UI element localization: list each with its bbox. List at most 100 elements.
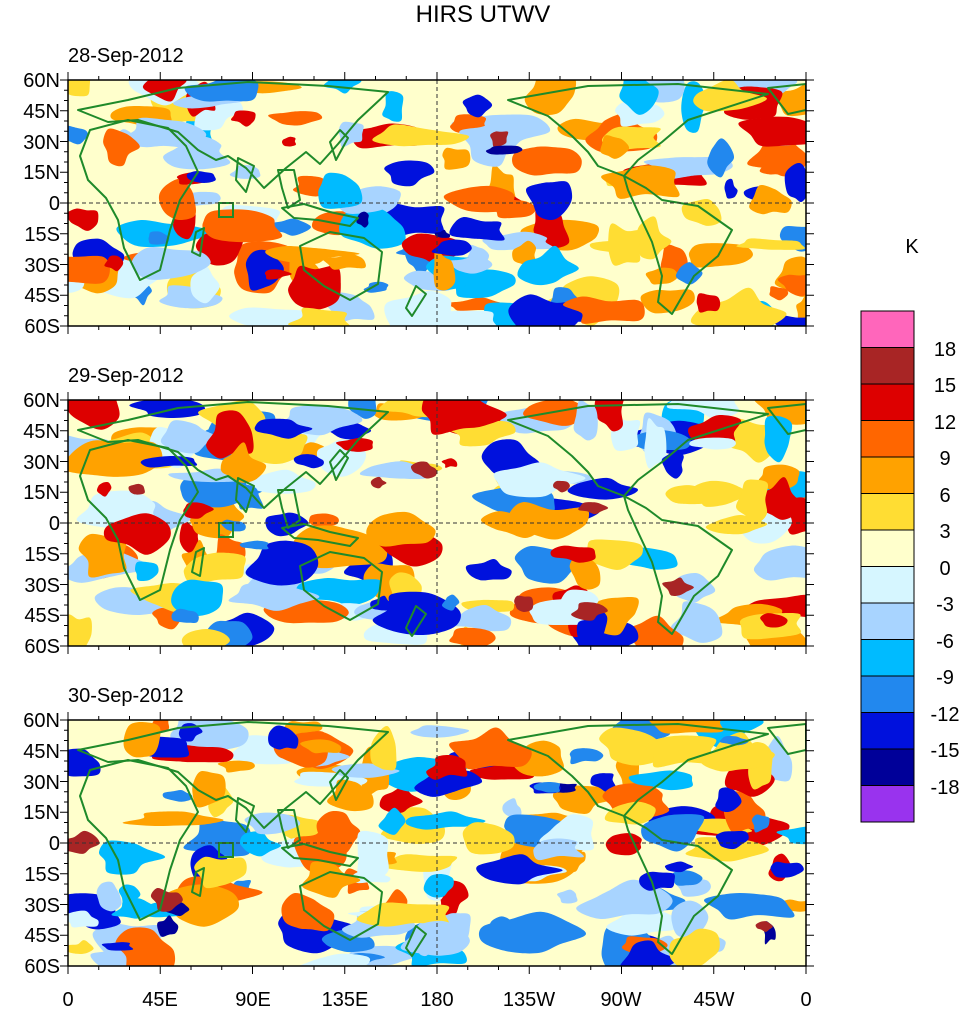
anomaly-contour bbox=[525, 181, 573, 221]
anomaly-contour bbox=[524, 80, 577, 115]
lat-label: 30S bbox=[24, 575, 60, 597]
anomaly-contour bbox=[220, 442, 267, 483]
coastline bbox=[235, 477, 255, 513]
anomaly-contour bbox=[688, 243, 753, 268]
coastline bbox=[191, 547, 205, 577]
anomaly-contour bbox=[190, 266, 220, 304]
anomaly-contour bbox=[449, 727, 532, 770]
panel-date-label: 30-Sep-2012 bbox=[68, 685, 184, 707]
coastline bbox=[79, 759, 199, 921]
anomaly-contour bbox=[449, 627, 496, 646]
anomaly-contour bbox=[619, 80, 659, 115]
anomaly-core bbox=[264, 269, 292, 280]
anomaly-core bbox=[363, 281, 389, 293]
lat-label: 45N bbox=[23, 741, 60, 763]
colorbar-label: -6 bbox=[936, 631, 954, 653]
anomaly-core bbox=[441, 594, 460, 611]
anomaly-core bbox=[696, 293, 721, 313]
coastline bbox=[191, 867, 205, 897]
anomaly-contour bbox=[384, 160, 435, 187]
anomaly-contour bbox=[736, 238, 805, 250]
anomaly-core bbox=[171, 608, 199, 623]
anomaly-core bbox=[150, 887, 183, 912]
coastline bbox=[623, 175, 733, 315]
anomaly-contour bbox=[288, 265, 341, 310]
anomaly-contour bbox=[715, 831, 749, 850]
panel-date-label: 28-Sep-2012 bbox=[68, 45, 184, 67]
lat-label: 60S bbox=[24, 316, 60, 338]
lon-label: 135W bbox=[503, 989, 555, 1011]
coastline bbox=[277, 809, 301, 849]
lat-label: 45S bbox=[24, 285, 60, 307]
anomaly-core bbox=[148, 231, 170, 245]
coastline bbox=[329, 769, 349, 801]
lat-ticks bbox=[60, 392, 814, 654]
anomaly-core bbox=[96, 481, 112, 497]
lat-label: 30S bbox=[24, 895, 60, 917]
anomaly-contour bbox=[715, 787, 742, 813]
lon-label: 0 bbox=[62, 989, 73, 1011]
anomaly-core bbox=[162, 789, 193, 802]
anomaly-contour bbox=[533, 838, 584, 861]
coastline bbox=[77, 401, 389, 509]
anomaly-core bbox=[514, 595, 534, 612]
anomaly-core bbox=[410, 461, 437, 479]
field-blobs bbox=[68, 400, 806, 646]
coastline bbox=[79, 119, 199, 281]
anomaly-core bbox=[431, 239, 472, 256]
lat-ticks bbox=[60, 712, 814, 974]
colorbar-swatch bbox=[860, 383, 915, 421]
lat-label: 0 bbox=[49, 513, 60, 535]
anomaly-contour bbox=[338, 121, 364, 148]
coastline bbox=[235, 797, 255, 833]
colorbar-label: 15 bbox=[934, 375, 956, 397]
map-panel-2: 29-Sep-2012 60N 45N 30N 15N 0 15S 30S 45… bbox=[23, 365, 814, 658]
anomaly-contour bbox=[673, 572, 716, 603]
anomaly-contour bbox=[776, 826, 806, 845]
anomaly-contour bbox=[443, 185, 515, 213]
lat-label: 15N bbox=[23, 482, 60, 504]
colorbar-label: 9 bbox=[939, 448, 950, 470]
coastline bbox=[79, 439, 199, 601]
lat-label: 15S bbox=[24, 224, 60, 246]
anomaly-contour bbox=[181, 628, 230, 646]
anomaly-contour bbox=[134, 561, 159, 582]
anomaly-contour bbox=[160, 420, 216, 454]
anomaly-contour bbox=[777, 274, 806, 297]
anomaly-core bbox=[755, 921, 773, 932]
anomaly-contour bbox=[759, 153, 789, 175]
coastline bbox=[191, 227, 205, 257]
anomaly-core bbox=[569, 748, 604, 765]
anomaly-contour bbox=[183, 817, 252, 857]
anomaly-contour bbox=[254, 418, 313, 439]
anomaly-contour bbox=[512, 146, 582, 176]
anomaly-contour bbox=[288, 307, 351, 326]
anomaly-core bbox=[231, 110, 256, 127]
map-panel-3: 30-Sep-2012 60N 45N 30N 15N 0 15S 30S 45… bbox=[23, 685, 814, 978]
anomaly-core bbox=[101, 942, 134, 951]
anomaly-contour bbox=[405, 811, 486, 830]
anomaly-contour bbox=[569, 554, 601, 590]
lat-label: 60S bbox=[24, 636, 60, 658]
coastline bbox=[507, 403, 769, 497]
coastlines bbox=[77, 721, 806, 957]
anomaly-contour bbox=[265, 246, 360, 265]
figure-title: HIRS UTWV bbox=[416, 1, 551, 28]
colorbar-swatch bbox=[860, 602, 915, 640]
lat-label: 45S bbox=[24, 925, 60, 947]
anomaly-contour bbox=[68, 614, 92, 646]
colorbar-label: 12 bbox=[934, 412, 956, 434]
lat-ticks bbox=[60, 72, 814, 334]
lat-label: 45N bbox=[23, 101, 60, 123]
anomaly-contour bbox=[689, 437, 736, 450]
lat-label: 60S bbox=[24, 956, 60, 978]
coastline bbox=[299, 871, 383, 941]
anomaly-contour bbox=[123, 722, 161, 758]
colorbar-label: -18 bbox=[931, 777, 960, 799]
anomaly-core bbox=[751, 814, 770, 833]
coastline bbox=[767, 83, 806, 115]
anomaly-contour bbox=[476, 854, 563, 885]
coastline bbox=[329, 449, 349, 481]
colorbar-swatch bbox=[860, 748, 915, 786]
field-layer bbox=[68, 80, 806, 326]
